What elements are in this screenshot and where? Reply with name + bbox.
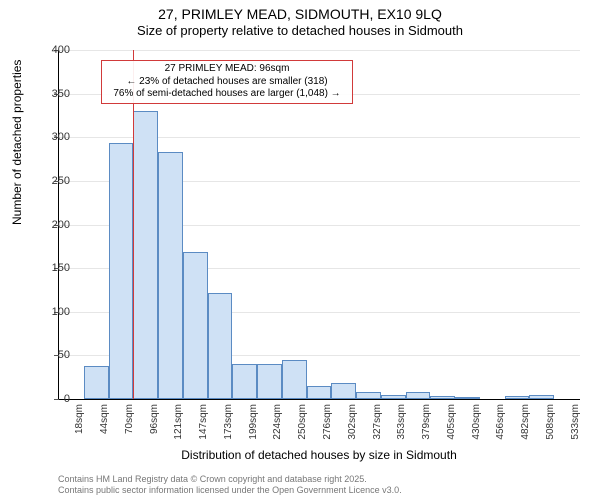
annotation-line2: ← 23% of detached houses are smaller (31… [106, 76, 348, 89]
ytick-label: 350 [40, 88, 70, 100]
gridline [59, 50, 580, 51]
histogram-bar [529, 395, 554, 399]
histogram-bar [331, 383, 356, 399]
ytick-label: 300 [40, 131, 70, 143]
xtick-label: 147sqm [198, 404, 209, 440]
xtick-label: 430sqm [471, 404, 482, 440]
histogram-bar [282, 360, 307, 399]
x-axis-label: Distribution of detached houses by size … [58, 448, 580, 462]
xtick-label: 121sqm [173, 404, 184, 440]
xtick-label: 276sqm [322, 404, 333, 440]
chart-container: 27, PRIMLEY MEAD, SIDMOUTH, EX10 9LQ Siz… [0, 0, 600, 500]
xtick-label: 508sqm [545, 404, 556, 440]
xtick-label: 533sqm [570, 404, 581, 440]
y-axis-label: Number of detached properties [10, 60, 24, 225]
xtick-label: 199sqm [248, 404, 259, 440]
histogram-bar [381, 395, 406, 399]
ytick-label: 200 [40, 219, 70, 231]
xtick-label: 302sqm [347, 404, 358, 440]
ytick-label: 250 [40, 175, 70, 187]
xtick-label: 482sqm [520, 404, 531, 440]
histogram-bar [307, 386, 332, 399]
histogram-bar [430, 396, 455, 399]
xtick-label: 327sqm [372, 404, 383, 440]
xtick-label: 456sqm [495, 404, 506, 440]
title-block: 27, PRIMLEY MEAD, SIDMOUTH, EX10 9LQ Siz… [0, 0, 600, 38]
ytick-label: 0 [40, 393, 70, 405]
ytick-label: 150 [40, 262, 70, 274]
xtick-label: 96sqm [149, 404, 160, 434]
xtick-label: 70sqm [124, 404, 135, 434]
histogram-bar [505, 396, 530, 399]
chart-area: 18sqm44sqm70sqm96sqm121sqm147sqm173sqm19… [58, 50, 580, 400]
histogram-bar [109, 143, 134, 399]
histogram-bar [183, 252, 208, 399]
title-line1: 27, PRIMLEY MEAD, SIDMOUTH, EX10 9LQ [0, 6, 600, 23]
footer-line1: Contains HM Land Registry data © Crown c… [58, 474, 402, 485]
xtick-label: 224sqm [272, 404, 283, 440]
histogram-bar [158, 152, 183, 399]
footer-attribution: Contains HM Land Registry data © Crown c… [58, 474, 402, 496]
xtick-label: 173sqm [223, 404, 234, 440]
xtick-label: 379sqm [421, 404, 432, 440]
ytick-label: 100 [40, 306, 70, 318]
xtick-label: 44sqm [99, 404, 110, 434]
histogram-bar [208, 293, 233, 399]
title-line2: Size of property relative to detached ho… [0, 23, 600, 39]
annotation-box: 27 PRIMLEY MEAD: 96sqm← 23% of detached … [101, 60, 353, 104]
histogram-bar [133, 111, 158, 399]
histogram-bar [356, 392, 381, 399]
histogram-bar [84, 366, 109, 399]
annotation-line1: 27 PRIMLEY MEAD: 96sqm [106, 63, 348, 76]
plot-area: 18sqm44sqm70sqm96sqm121sqm147sqm173sqm19… [58, 50, 580, 400]
histogram-bar [455, 397, 480, 399]
footer-line2: Contains public sector information licen… [58, 485, 402, 496]
ytick-label: 400 [40, 44, 70, 56]
xtick-label: 18sqm [74, 404, 85, 434]
histogram-bar [232, 364, 257, 399]
xtick-label: 353sqm [396, 404, 407, 440]
xtick-label: 405sqm [446, 404, 457, 440]
histogram-bar [406, 392, 431, 399]
annotation-line3: 76% of semi-detached houses are larger (… [106, 88, 348, 101]
xtick-label: 250sqm [297, 404, 308, 440]
ytick-label: 50 [40, 349, 70, 361]
histogram-bar [257, 364, 282, 399]
